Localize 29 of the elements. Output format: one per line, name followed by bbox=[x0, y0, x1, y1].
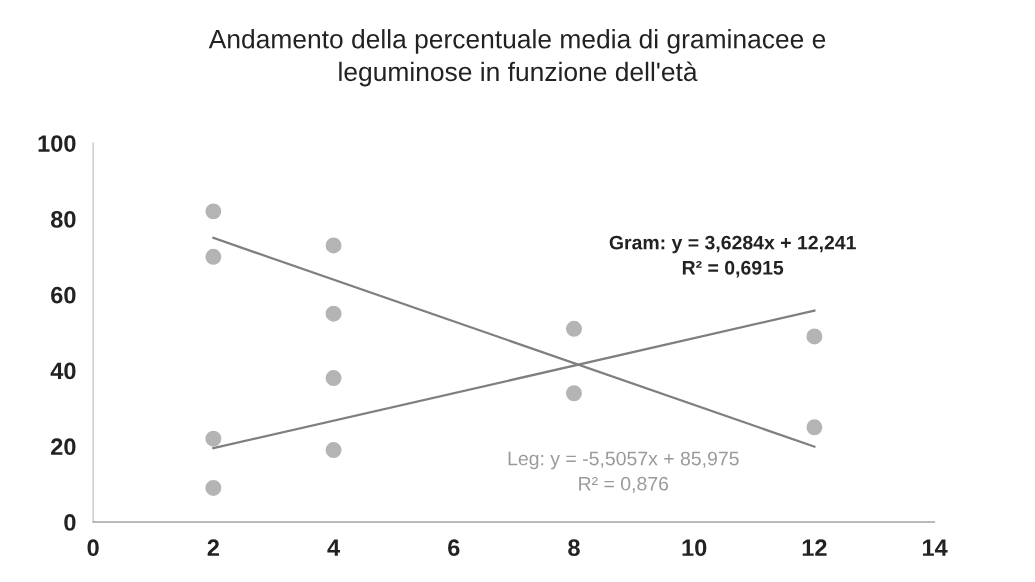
y-tick-label: 100 bbox=[38, 135, 76, 152]
x-tick-label: 8 bbox=[568, 539, 580, 557]
chart-title: Andamento della percentuale media di graminacee e leguminose in funzione dell'età bbox=[208, 29, 826, 87]
y-tick-label: 20 bbox=[51, 438, 76, 456]
point bbox=[205, 479, 222, 496]
x-tick-label: 2 bbox=[207, 539, 219, 556]
point bbox=[566, 320, 582, 337]
point bbox=[325, 305, 342, 322]
point bbox=[205, 248, 222, 265]
x-tick-label: 12 bbox=[802, 539, 827, 556]
y-tick-label: 60 bbox=[51, 286, 76, 304]
y-tick-label: 80 bbox=[50, 211, 76, 228]
x-tick-label: 0 bbox=[87, 539, 99, 557]
x-tick-label: 6 bbox=[448, 539, 460, 557]
point bbox=[325, 370, 342, 387]
point bbox=[806, 328, 823, 345]
x-tick-label: 10 bbox=[682, 539, 707, 557]
point bbox=[566, 385, 582, 402]
point bbox=[325, 237, 342, 254]
y-tick-label: 40 bbox=[50, 362, 76, 380]
point bbox=[205, 203, 222, 220]
annotation: Leg: y = -5,5057x + 85,975 R² = 0,876 bbox=[508, 451, 739, 493]
y-tick-label: 0 bbox=[64, 514, 76, 531]
point bbox=[205, 430, 222, 447]
x-tick-label: 14 bbox=[922, 539, 948, 556]
annotation: Gram: y = 3,6284x + 12,241 R² = 0,6915 bbox=[609, 235, 856, 278]
point bbox=[806, 419, 823, 436]
point bbox=[325, 442, 342, 459]
x-tick-label: 4 bbox=[327, 539, 341, 556]
